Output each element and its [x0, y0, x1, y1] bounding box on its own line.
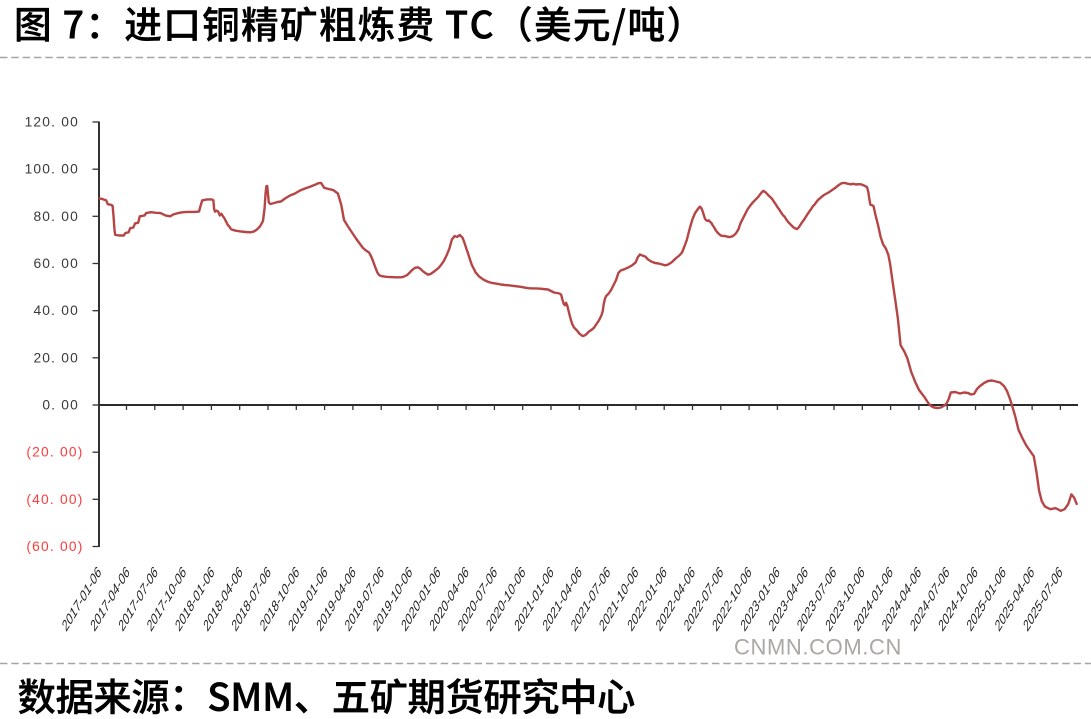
- svg-text:80. 00: 80. 00: [33, 209, 79, 224]
- svg-text:60. 00: 60. 00: [33, 256, 79, 271]
- svg-text:40. 00: 40. 00: [33, 303, 79, 318]
- svg-text:0. 00: 0. 00: [42, 398, 79, 413]
- svg-text:120. 00: 120. 00: [25, 115, 79, 130]
- svg-text:CNMN.COM.CN: CNMN.COM.CN: [734, 635, 902, 660]
- svg-text:(60. 00): (60. 00): [26, 539, 83, 554]
- svg-text:(40. 00): (40. 00): [26, 492, 83, 507]
- svg-text:20. 00: 20. 00: [33, 350, 79, 365]
- svg-text:(20. 00): (20. 00): [26, 445, 83, 460]
- svg-text:100. 00: 100. 00: [25, 162, 79, 177]
